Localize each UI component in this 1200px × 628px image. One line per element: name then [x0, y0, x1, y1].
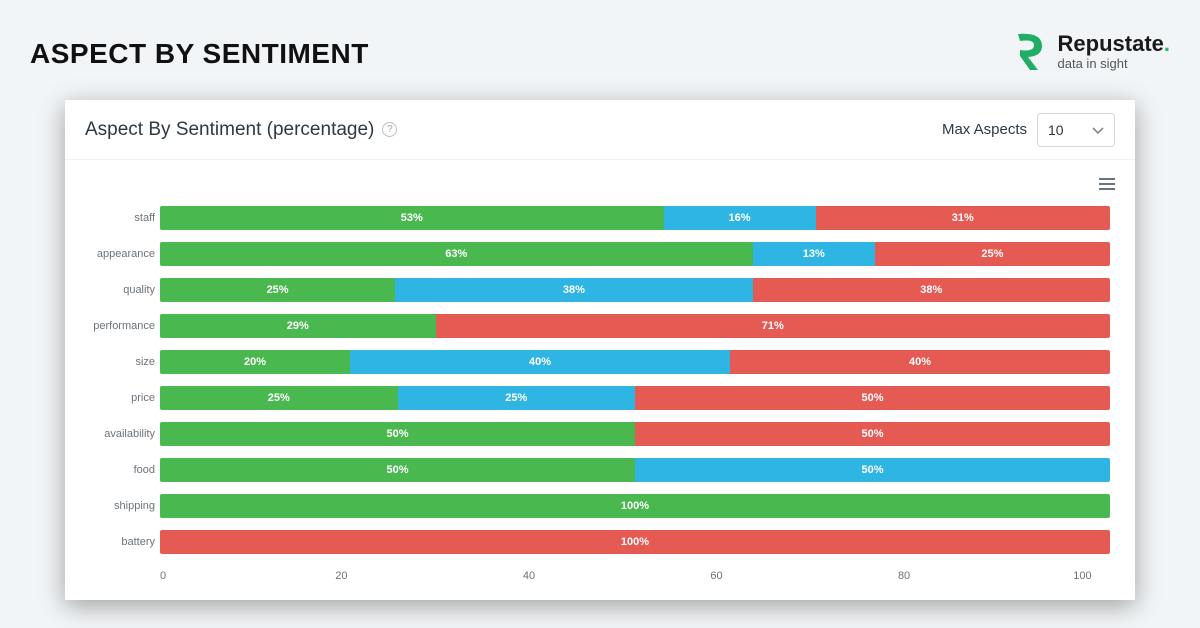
axis-tick: 0 — [160, 570, 166, 582]
chart-row: appearance63%13%25% — [160, 236, 1110, 272]
bar-segment-negative[interactable]: 38% — [753, 278, 1110, 302]
row-label: staff — [80, 212, 155, 224]
stacked-bar[interactable]: 29%71% — [160, 314, 1110, 338]
row-label: appearance — [80, 248, 155, 260]
stacked-bar[interactable]: 100% — [160, 494, 1110, 518]
chart-menu-icon[interactable] — [1099, 178, 1115, 190]
bar-segment-negative[interactable]: 50% — [635, 422, 1110, 446]
row-label: size — [80, 356, 155, 368]
chart-row: price25%25%50% — [160, 380, 1110, 416]
stacked-bar[interactable]: 20%40%40% — [160, 350, 1110, 374]
chart-row: food50%50% — [160, 452, 1110, 488]
bar-segment-positive[interactable]: 50% — [160, 458, 635, 482]
chart-row: quality25%38%38% — [160, 272, 1110, 308]
stacked-bar[interactable]: 50%50% — [160, 458, 1110, 482]
row-label: price — [80, 392, 155, 404]
chart-row: staff53%16%31% — [160, 200, 1110, 236]
bar-segment-negative[interactable]: 25% — [875, 242, 1110, 266]
stacked-bar[interactable]: 100% — [160, 530, 1110, 554]
bar-segment-neutral[interactable]: 40% — [350, 350, 730, 374]
bar-segment-positive[interactable]: 25% — [160, 278, 395, 302]
row-label: shipping — [80, 500, 155, 512]
panel-title: Aspect By Sentiment (percentage) — [85, 119, 374, 141]
chevron-down-icon — [1092, 122, 1104, 138]
bar-segment-negative[interactable]: 71% — [436, 314, 1111, 338]
bar-segment-negative[interactable]: 100% — [160, 530, 1110, 554]
bar-segment-positive[interactable]: 53% — [160, 206, 664, 230]
brand-mark-icon — [1008, 30, 1050, 72]
bar-segment-positive[interactable]: 50% — [160, 422, 635, 446]
stacked-bar[interactable]: 63%13%25% — [160, 242, 1110, 266]
brand-name: Repustate. — [1058, 33, 1170, 55]
page-title: ASPECT BY SENTIMENT — [30, 38, 369, 70]
axis-tick: 100 — [1073, 570, 1091, 582]
x-axis: 0 20 40 60 80 100 — [160, 570, 1110, 582]
chart-row: performance29%71% — [160, 308, 1110, 344]
bar-segment-positive[interactable]: 63% — [160, 242, 753, 266]
chart-panel: Aspect By Sentiment (percentage) ? Max A… — [65, 100, 1135, 600]
bar-segment-neutral[interactable]: 50% — [635, 458, 1110, 482]
max-aspects-select[interactable]: 10 — [1037, 113, 1115, 147]
bar-segment-neutral[interactable]: 38% — [395, 278, 752, 302]
row-label: quality — [80, 284, 155, 296]
bar-segment-negative[interactable]: 31% — [816, 206, 1111, 230]
chart-area: staff53%16%31%appearance63%13%25%quality… — [160, 200, 1110, 560]
max-aspects-value: 10 — [1048, 122, 1064, 138]
row-label: battery — [80, 536, 155, 548]
bar-segment-positive[interactable]: 25% — [160, 386, 398, 410]
chart-row: shipping100% — [160, 488, 1110, 524]
stacked-bar[interactable]: 53%16%31% — [160, 206, 1110, 230]
bar-segment-neutral[interactable]: 25% — [398, 386, 636, 410]
brand-logo: Repustate. data in sight — [1008, 30, 1170, 72]
stacked-bar[interactable]: 50%50% — [160, 422, 1110, 446]
max-aspects-label: Max Aspects — [942, 121, 1027, 138]
brand-tagline: data in sight — [1058, 57, 1170, 70]
axis-tick: 80 — [898, 570, 910, 582]
bar-segment-negative[interactable]: 40% — [730, 350, 1110, 374]
bar-segment-positive[interactable]: 20% — [160, 350, 350, 374]
bar-segment-negative[interactable]: 50% — [635, 386, 1110, 410]
stacked-bar[interactable]: 25%38%38% — [160, 278, 1110, 302]
chart-row: availability50%50% — [160, 416, 1110, 452]
bar-segment-positive[interactable]: 100% — [160, 494, 1110, 518]
help-icon[interactable]: ? — [382, 122, 397, 137]
panel-header: Aspect By Sentiment (percentage) ? Max A… — [65, 100, 1135, 160]
axis-tick: 20 — [335, 570, 347, 582]
row-label: availability — [80, 428, 155, 440]
bar-segment-neutral[interactable]: 13% — [753, 242, 875, 266]
row-label: performance — [80, 320, 155, 332]
axis-tick: 60 — [710, 570, 722, 582]
chart-row: size20%40%40% — [160, 344, 1110, 380]
stacked-bar[interactable]: 25%25%50% — [160, 386, 1110, 410]
axis-tick: 40 — [523, 570, 535, 582]
chart-row: battery100% — [160, 524, 1110, 560]
bar-segment-positive[interactable]: 29% — [160, 314, 436, 338]
max-aspects-control: Max Aspects 10 — [942, 113, 1115, 147]
bar-segment-neutral[interactable]: 16% — [664, 206, 816, 230]
row-label: food — [80, 464, 155, 476]
